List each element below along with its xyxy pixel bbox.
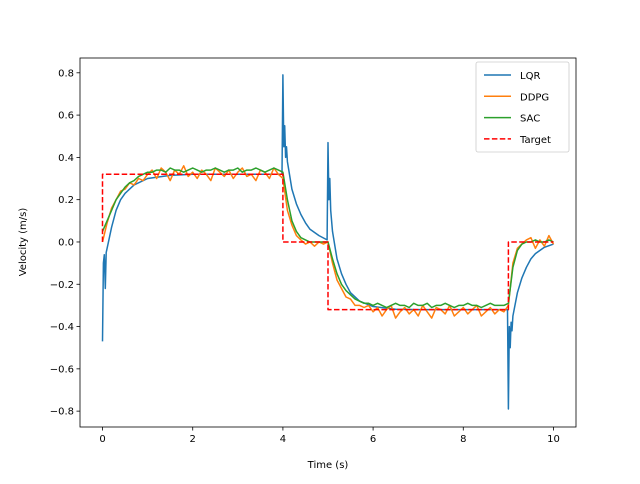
y-tick-label: 0.2 bbox=[58, 195, 74, 206]
legend-label: Target bbox=[519, 135, 551, 146]
x-tick-label: 4 bbox=[280, 434, 286, 445]
legend-item-sac: SAC bbox=[484, 114, 540, 125]
x-tick-label: 0 bbox=[99, 434, 105, 445]
x-axis-label: Time (s) bbox=[307, 460, 349, 471]
y-tick-label: −0.2 bbox=[50, 280, 74, 291]
legend-label: SAC bbox=[520, 114, 540, 125]
legend-item-ddpg: DDPG bbox=[484, 92, 549, 103]
y-tick-label: −0.8 bbox=[50, 407, 74, 418]
axes-frame bbox=[79, 57, 577, 428]
legend-label: LQR bbox=[520, 71, 540, 82]
x-tick-label: 2 bbox=[190, 434, 196, 445]
legend: LQR DDPG SAC Target bbox=[475, 61, 570, 153]
y-tick-label: 0.4 bbox=[58, 153, 74, 164]
x-tick-label: 8 bbox=[460, 434, 466, 445]
y-tick-label: 0.8 bbox=[58, 68, 74, 79]
legend-item-target: Target bbox=[484, 135, 551, 146]
y-tick-label: 0.0 bbox=[58, 237, 74, 248]
x-tick-label: 6 bbox=[370, 434, 376, 445]
plot-lines bbox=[101, 74, 555, 410]
x-tick-label: 10 bbox=[547, 434, 560, 445]
series-line-target bbox=[101, 173, 554, 311]
series-line-lqr bbox=[101, 74, 554, 410]
y-tick-label: −0.4 bbox=[50, 322, 74, 333]
axis-ticks: 0 2 4 6 8 10 −0.8 −0.6 −0.4 −0.2 0.0 0.2 0.4 0.6 0.8 bbox=[50, 68, 560, 445]
legend-label: DDPG bbox=[520, 92, 549, 103]
legend-box bbox=[475, 61, 570, 153]
y-tick-label: −0.6 bbox=[50, 364, 74, 375]
y-axis-label: Velocity (m/s) bbox=[18, 208, 29, 277]
y-tick-label: 0.6 bbox=[58, 111, 74, 122]
legend-item-lqr: LQR bbox=[484, 71, 540, 82]
